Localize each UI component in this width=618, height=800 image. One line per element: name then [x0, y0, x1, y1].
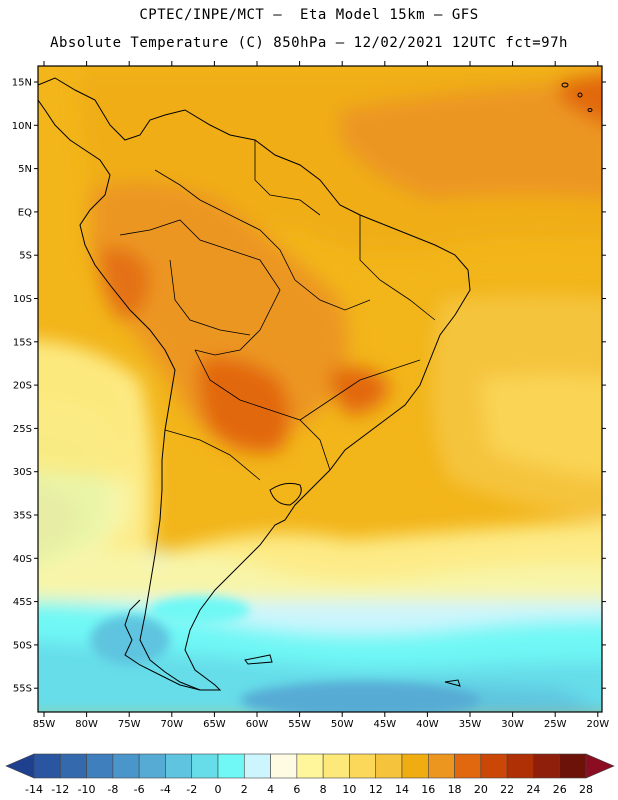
- lon-tick-label: 85W: [33, 719, 56, 730]
- colorbar: -14 -12 -10 -8 -6 -4 -2 0 2 4 6 8 10 12 14 16 18 20 22 24 26…: [5, 753, 615, 796]
- lat-tick-label: 10S: [13, 294, 32, 305]
- colorbar-label: -6: [134, 783, 145, 796]
- colorbar-swatch: [322, 753, 350, 779]
- lat-tick-label: 20S: [13, 381, 32, 392]
- colorbar-swatch: [191, 753, 219, 779]
- colorbar-swatch: [533, 753, 561, 779]
- colorbar-swatch: [243, 753, 271, 779]
- lon-tick-label: 55W: [288, 719, 311, 730]
- colorbar-label: -8: [107, 783, 118, 796]
- lon-tick-label: 35W: [459, 719, 482, 730]
- colorbar-label: 20: [474, 783, 488, 796]
- colorbar-swatch: [375, 753, 403, 779]
- colorbar-label: 6: [293, 783, 300, 796]
- colorbar-swatch: [33, 753, 61, 779]
- latitude-axis: 15N 10N 5N EQ 5S 10S 15S 20S 25S 30S 35S 40S 45S 50S 5…: [12, 78, 606, 695]
- lon-tick-label: 65W: [203, 719, 226, 730]
- chart-title-line1: CPTEC/INPE/MCT – Eta Model 15km – GFS: [139, 7, 479, 23]
- colorbar-swatch: [559, 753, 587, 779]
- colorbar-label: -10: [78, 783, 96, 796]
- colorbar-label: 26: [553, 783, 567, 796]
- colorbar-min-arrow: [5, 753, 35, 779]
- lon-tick-label: 20W: [586, 719, 609, 730]
- colorbar-swatch: [138, 753, 166, 779]
- plot-frame: [37, 65, 603, 713]
- colorbar-swatch: [296, 753, 324, 779]
- rio-de-la-plata: [269, 482, 302, 506]
- lat-tick-label: 10N: [12, 121, 32, 132]
- colorbar-label: 12: [369, 783, 383, 796]
- colorbar-swatch: [270, 753, 298, 779]
- chart-title-line2: Absolute Temperature (C) 850hPa – 12/02/…: [50, 35, 568, 51]
- colorbar-swatch: [217, 753, 245, 779]
- lon-tick-label: 40W: [416, 719, 439, 730]
- lon-tick-label: 60W: [246, 719, 269, 730]
- lat-tick-label: EQ: [18, 207, 32, 218]
- colorbar-label: 24: [526, 783, 540, 796]
- colorbar-swatch: [349, 753, 377, 779]
- lon-tick-label: 70W: [160, 719, 183, 730]
- colorbar-swatch: [86, 753, 114, 779]
- colorbar-swatch: [112, 753, 140, 779]
- lat-tick-label: 15S: [13, 337, 32, 348]
- colorbar-label: 14: [395, 783, 409, 796]
- colorbar-label: -2: [186, 783, 197, 796]
- lon-tick-label: 25W: [544, 719, 567, 730]
- colorbar-label: 16: [421, 783, 435, 796]
- colorbar-label: -12: [51, 783, 69, 796]
- colorbar-label: 28: [579, 783, 593, 796]
- colorbar-label: 10: [342, 783, 356, 796]
- colorbar-swatch: [454, 753, 482, 779]
- lat-tick-label: 55S: [13, 684, 32, 695]
- lat-tick-label: 5S: [19, 251, 32, 262]
- lat-tick-label: 30S: [13, 467, 32, 478]
- colorbar-swatch: [401, 753, 429, 779]
- lat-tick-label: 45S: [13, 597, 32, 608]
- longitude-axis: 85W 80W 75W 70W 65W 60W 55W 50W 45W 40W 35W 30W 25W 2…: [33, 61, 609, 730]
- lon-tick-label: 80W: [75, 719, 98, 730]
- colorbar-label: 2: [241, 783, 248, 796]
- coastlines: [38, 77, 593, 691]
- colorbar-label: -14: [25, 783, 43, 796]
- lon-tick-label: 75W: [118, 719, 141, 730]
- lon-tick-label: 30W: [501, 719, 524, 730]
- lat-tick-label: 40S: [13, 554, 32, 565]
- colorbar-swatch: [480, 753, 508, 779]
- lat-tick-label: 50S: [13, 640, 32, 651]
- lon-tick-label: 45W: [373, 719, 396, 730]
- colorbar-label: 8: [320, 783, 327, 796]
- lat-tick-label: 15N: [12, 78, 32, 89]
- colorbar-label: -4: [160, 783, 171, 796]
- colorbar-label: 4: [267, 783, 274, 796]
- lat-tick-label: 25S: [13, 424, 32, 435]
- colorbar-label: 18: [448, 783, 462, 796]
- lat-tick-label: 5N: [18, 164, 32, 175]
- colorbar-max-arrow: [585, 753, 615, 779]
- temperature-field: [38, 66, 602, 712]
- colorbar-label: 22: [500, 783, 514, 796]
- colorbar-label: 0: [215, 783, 222, 796]
- colorbar-swatch: [506, 753, 534, 779]
- lon-tick-label: 50W: [331, 719, 354, 730]
- lat-tick-label: 35S: [13, 511, 32, 522]
- falkland-islands: [244, 654, 273, 665]
- colorbar-swatch: [165, 753, 193, 779]
- colorbar-swatch: [59, 753, 87, 779]
- colorbar-swatch: [427, 753, 455, 779]
